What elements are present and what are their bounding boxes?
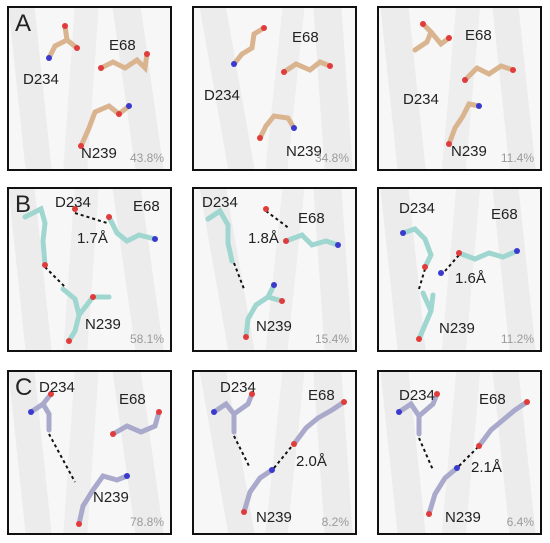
molecule-render	[9, 189, 165, 350]
distance-label: 1.6Å	[455, 270, 486, 287]
population-percent: 34.8%	[314, 151, 349, 165]
residue-label-n239: N239	[451, 143, 487, 160]
panel-b2: D234 E68 1.8Å N239 15.4%	[192, 187, 357, 352]
population-percent: 58.1%	[129, 332, 164, 346]
e68-sticks	[98, 51, 150, 74]
residue-label-n239: N239	[256, 318, 292, 335]
panel-c2: D234 E68 2.0Å N239 8.2%	[192, 370, 357, 535]
residue-label-n239: N239	[93, 489, 129, 506]
residue-label-e68: E68	[491, 206, 518, 223]
residue-label-d234: D234	[403, 91, 439, 108]
panel-a3: D234 E68 N239 11.4%	[377, 6, 542, 171]
panel-b3: D234 E68 1.6Å N239 11.2%	[377, 187, 542, 352]
residue-label-d234: D234	[399, 200, 435, 217]
population-percent: 78.8%	[129, 515, 164, 529]
distance-label: 1.8Å	[248, 230, 279, 247]
atoms	[46, 23, 150, 149]
row-label: A	[15, 10, 32, 37]
population-percent: 11.2%	[500, 332, 534, 346]
residue-label-e68: E68	[298, 210, 325, 227]
population-percent: 15.4%	[314, 332, 349, 346]
residue-label-n239: N239	[439, 320, 475, 337]
residue-label-e68: E68	[119, 391, 146, 408]
panel-b1: B D234 E68 1.7Å N239 58.1%	[7, 187, 172, 352]
residue-label-e68: E68	[133, 198, 160, 215]
residue-label-d234: D234	[204, 87, 240, 104]
population-percent: 11.4%	[500, 151, 534, 165]
residue-label-d234: D234	[39, 379, 75, 396]
molecule-render	[380, 8, 537, 169]
residue-label-e68: E68	[292, 29, 319, 46]
molecule-render	[380, 372, 537, 533]
helix-background	[9, 8, 165, 169]
molecule-render	[199, 189, 354, 350]
panel-c3: D234 E68 2.1Å N239 6.4%	[377, 370, 542, 535]
residue-label-e68: E68	[109, 37, 136, 54]
residue-label-d234: D234	[23, 71, 59, 88]
panel-c1: C D234 E68 N239 78.8%	[7, 370, 172, 535]
panel-a2: D234 E68 N239 34.8%	[192, 6, 357, 171]
panel-a1: A D234 E68 N239 43.8%	[7, 6, 172, 171]
helix-background	[199, 8, 354, 169]
molecule-render	[380, 189, 537, 350]
residue-label-e68: E68	[465, 27, 492, 44]
residue-label-n239: N239	[445, 509, 481, 526]
molecule-render	[199, 372, 354, 533]
distance-label: 2.1Å	[471, 459, 502, 476]
residue-label-d234: D234	[55, 194, 91, 211]
residue-label-e68: E68	[308, 387, 335, 404]
molecule-render	[9, 8, 165, 169]
distance-label: 1.7Å	[77, 230, 108, 247]
residue-label-n239: N239	[256, 509, 292, 526]
residue-label-n239: N239	[286, 143, 322, 160]
residue-label-d234: D234	[399, 387, 435, 404]
row-label: B	[15, 191, 32, 218]
molecule-render	[9, 372, 165, 533]
residue-label-n239: N239	[85, 316, 121, 333]
population-percent: 6.4%	[506, 515, 534, 529]
residue-label-d234: D234	[220, 379, 256, 396]
distance-label: 2.0Å	[296, 453, 327, 470]
row-label: C	[15, 374, 33, 401]
residue-label-e68: E68	[479, 391, 506, 408]
population-percent: 43.8%	[129, 151, 164, 165]
molecule-render	[199, 8, 354, 169]
residue-label-d234: D234	[202, 194, 238, 211]
population-percent: 8.2%	[321, 515, 349, 529]
residue-label-n239: N239	[81, 145, 117, 162]
